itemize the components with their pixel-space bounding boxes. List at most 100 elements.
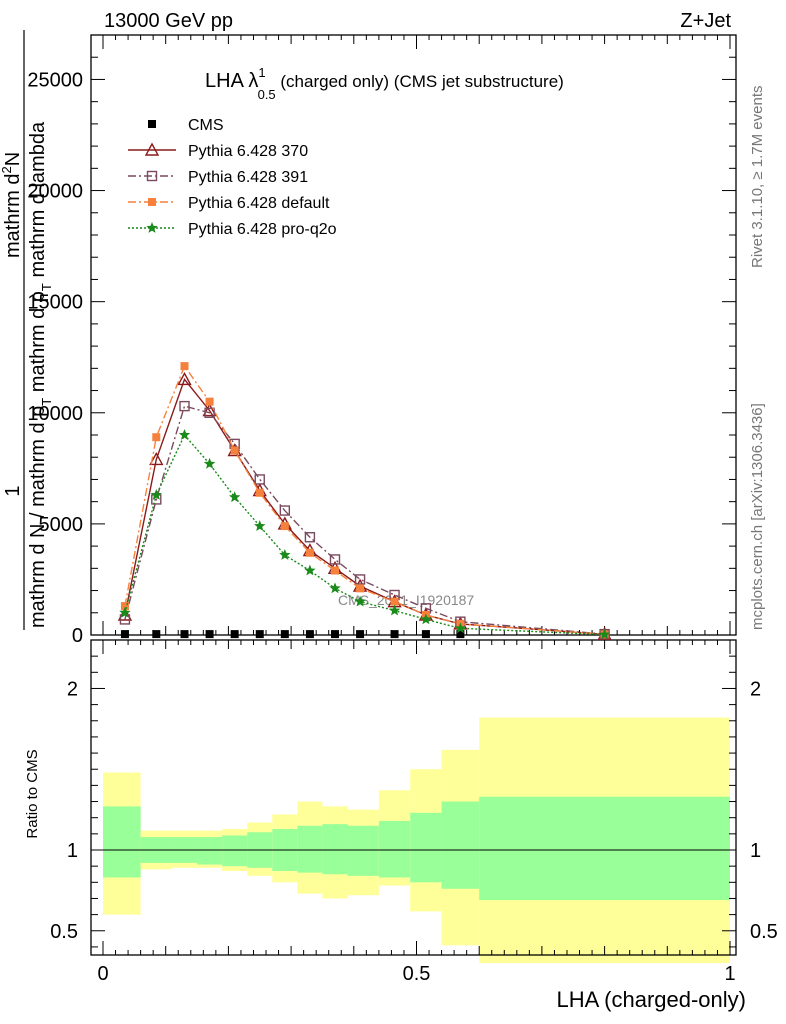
energy-label: 13000 GeV pp (104, 10, 233, 32)
point-cms (390, 630, 399, 639)
point-pq2o (598, 628, 611, 640)
ratio-band-inner (197, 837, 223, 865)
ratio-plot-border (90, 639, 737, 956)
legend-marker (144, 142, 160, 156)
point-pq2o (304, 564, 316, 576)
point-pq2o (150, 489, 162, 500)
legend-marker (146, 222, 158, 233)
ratio-y-tick-label: 0.5 (50, 921, 78, 943)
x-axis-label: LHA (charged-only) (556, 987, 746, 1012)
ratio-band-inner (322, 824, 348, 875)
point-p391 (179, 400, 190, 412)
legend-marker (148, 198, 156, 206)
title-main: LHA λ (205, 70, 258, 92)
y-tick-label: 10000 (27, 403, 83, 425)
legend-item-cms: CMS (148, 117, 224, 134)
ratio-y-tick-label: 1 (67, 840, 78, 862)
point-cms (305, 630, 314, 639)
y-label-numerator: 1 (2, 485, 24, 496)
point-p370 (177, 371, 192, 386)
point-pq2o (329, 582, 341, 594)
point-p391 (254, 474, 265, 485)
point-p391 (304, 532, 316, 543)
legend-label: Pythia 6.428 default (188, 195, 330, 212)
point-cms (205, 630, 214, 639)
legend-label: Pythia 6.428 391 (188, 169, 308, 186)
ratio-y-tick-label: 1 (750, 840, 761, 862)
plot-title: LHA λ1 0.5 (charged only) (CMS jet substr… (205, 65, 564, 102)
point-p391 (204, 407, 215, 418)
legend-item-pdefault: Pythia 6.428 default (128, 195, 330, 212)
point-pdefault (152, 433, 161, 442)
point-cms (356, 630, 365, 639)
legend-item-pq2o: Pythia 6.428 pro-q2o (128, 221, 337, 238)
main-frame: 0 5000 10000 15000 20000 25000 (27, 34, 737, 955)
ratio-bands (103, 717, 730, 964)
ratio-y-tick-label: 2 (750, 678, 761, 700)
point-p391 (279, 505, 291, 516)
point-pdefault (255, 488, 264, 497)
point-pq2o (203, 457, 216, 469)
title-rest: (charged only) (CMS jet substructure) (276, 72, 564, 91)
point-cms (421, 630, 430, 639)
ratio-band-inner (378, 820, 411, 878)
point-pq2o (279, 549, 291, 560)
ratio-band-inner (410, 812, 442, 883)
point-p391 (354, 574, 366, 585)
ratio-band-inner (222, 835, 248, 867)
series-line-pdefault (124, 364, 605, 635)
legend-marker (148, 120, 156, 128)
point-pq2o (388, 604, 401, 616)
legend-item-p391: Pythia 6.428 391 (128, 169, 308, 186)
legend-item-p370: Pythia 6.428 370 (128, 142, 308, 160)
point-pdefault (356, 584, 365, 593)
ratio-y-label: Ratio to CMS (24, 749, 41, 838)
point-pq2o (254, 520, 266, 531)
point-p391 (329, 554, 341, 565)
mcplots-label: mcplots.cern.ch [arXiv:1306.3436] (749, 403, 766, 630)
legend-label: Pythia 6.428 pro-q2o (188, 221, 337, 238)
point-cms (180, 630, 189, 639)
process-label: Z+Jet (680, 10, 731, 32)
ratio-band-inner (347, 825, 379, 876)
title-sup: 1 (258, 65, 265, 80)
point-cms (152, 630, 161, 639)
point-pdefault (330, 566, 339, 575)
point-pq2o (228, 491, 241, 503)
point-pq2o (354, 595, 366, 607)
series-p391 (119, 400, 610, 640)
ratio-frame: 0 0.5 1 0.5 0.5 1 1 2 2 (50, 639, 778, 985)
point-pdefault (230, 446, 239, 455)
point-pdefault (305, 548, 314, 557)
y-label-denominator: mathrm d N / mathrm d pT mathrm d pT mat… (27, 121, 54, 628)
title-sub: 0.5 (258, 87, 276, 102)
point-cms (330, 630, 339, 639)
point-cms (230, 630, 239, 639)
point-pdefault (390, 597, 399, 606)
y-tick-label: 0 (72, 625, 83, 647)
legend: CMS Pythia 6.428 370 Pythia 6.428 391 Pythi… (128, 117, 337, 238)
main-y-label: 1 mathrm d N / mathrm d pT mathrm d pT m… (0, 30, 54, 630)
point-cms (456, 630, 465, 639)
ratio-band-inner (103, 806, 141, 878)
point-cms (120, 630, 129, 639)
series-pq2o (119, 429, 611, 640)
point-cms (255, 630, 264, 639)
y-tick-label: 20000 (27, 181, 83, 203)
y-tick-label: 15000 (27, 292, 83, 314)
point-pq2o (420, 613, 432, 625)
point-pdefault (120, 602, 129, 611)
main-plot-border (90, 34, 737, 636)
point-p370 (202, 403, 217, 417)
ratio-band-inner (441, 801, 480, 889)
point-pq2o (178, 429, 191, 440)
y-label-d2n: mathrm d2N (0, 152, 24, 258)
point-pdefault (205, 397, 214, 406)
ratio-band-inner (479, 796, 730, 901)
y-tick-label: 25000 (27, 69, 83, 91)
x-tick-label: 0 (97, 963, 108, 985)
ratio-band-inner (297, 825, 323, 873)
ratio-y-tick-label: 0.5 (750, 921, 778, 943)
point-cms (280, 630, 289, 639)
